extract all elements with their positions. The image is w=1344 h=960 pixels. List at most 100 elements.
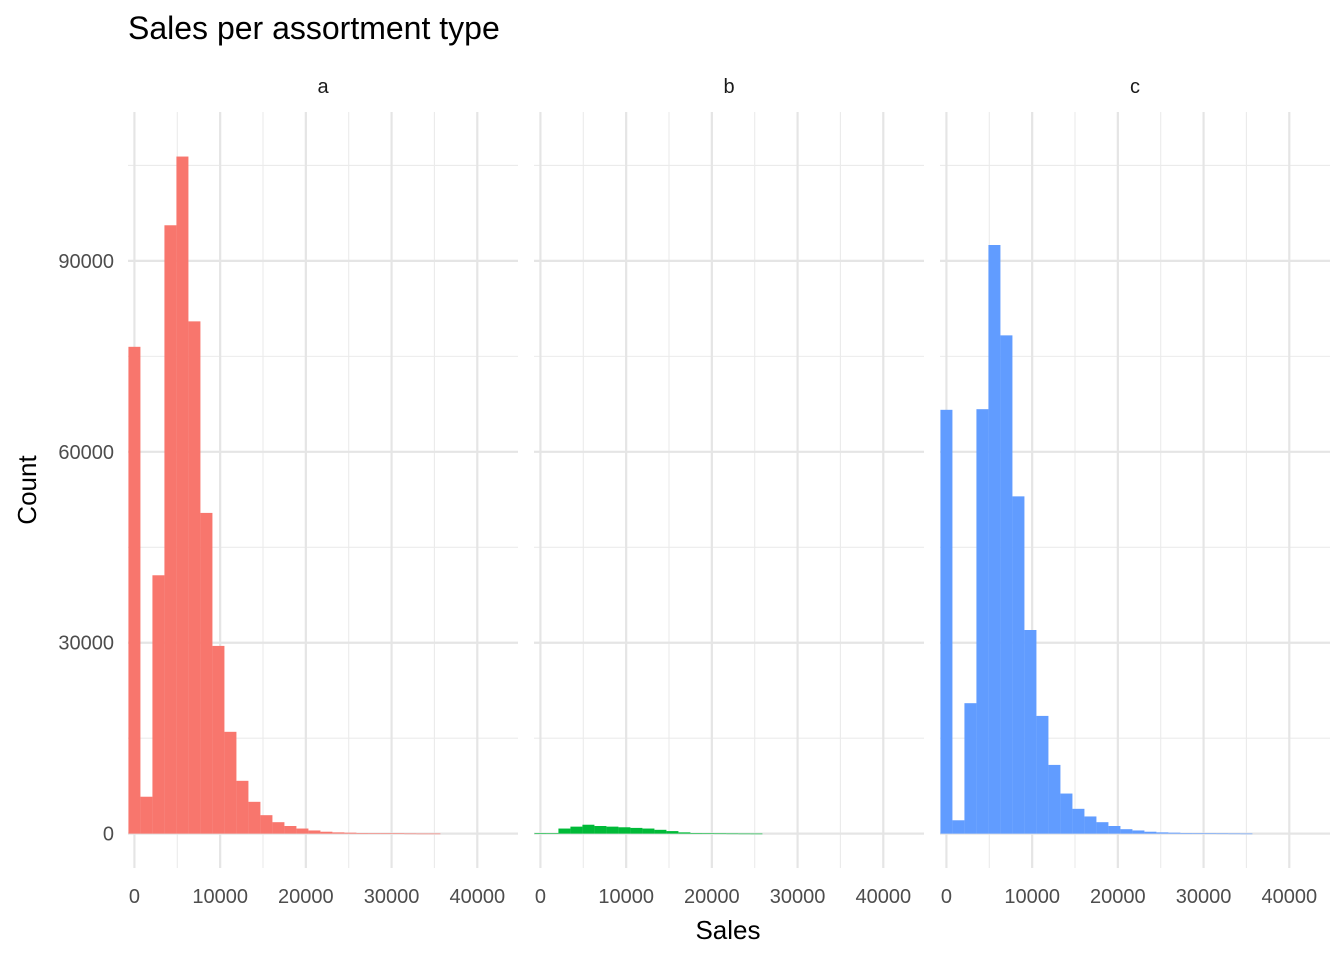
facet-panel-c: c 0 10000 20000 30000 40000 bbox=[940, 76, 1330, 908]
histogram-bar bbox=[1228, 833, 1241, 835]
x-tick-label: 20000 bbox=[278, 886, 334, 908]
histogram-bar bbox=[320, 831, 333, 834]
histogram-bar bbox=[666, 831, 679, 834]
histogram-bar bbox=[1120, 829, 1133, 834]
histogram-bar bbox=[558, 828, 571, 834]
x-tick-label: 20000 bbox=[684, 886, 740, 908]
histogram-bar bbox=[428, 833, 441, 835]
y-axis-title: Count bbox=[12, 455, 42, 525]
histogram-bar bbox=[702, 833, 715, 834]
histogram-bar bbox=[224, 731, 237, 834]
histogram-bar bbox=[964, 703, 977, 834]
x-tick-label: 40000 bbox=[1261, 886, 1317, 908]
histogram-bar bbox=[750, 833, 763, 835]
histogram-bar bbox=[1240, 833, 1253, 835]
x-tick-label: 10000 bbox=[598, 886, 654, 908]
x-tick-label: 30000 bbox=[770, 886, 826, 908]
histogram-bar bbox=[940, 409, 953, 834]
x-tick-label: 20000 bbox=[1090, 886, 1146, 908]
histogram-bar bbox=[678, 832, 691, 834]
histogram-bar bbox=[344, 832, 357, 834]
histogram-bar bbox=[272, 822, 285, 834]
histogram-bar bbox=[1108, 826, 1121, 834]
histogram-bar bbox=[332, 832, 345, 834]
y-tick-label: 90000 bbox=[58, 251, 114, 273]
facet-strip-label: a bbox=[317, 76, 329, 98]
facet-panels: a 0 10000 20000 30000 40000 b 0 10000 20000 30000 4… bbox=[58, 76, 1330, 908]
histogram-bar bbox=[606, 826, 619, 834]
histogram-bar bbox=[152, 575, 165, 834]
histogram-bar bbox=[140, 796, 153, 834]
histogram-bar bbox=[976, 409, 989, 834]
histogram-bar bbox=[714, 833, 727, 835]
histogram-bar bbox=[1192, 833, 1205, 834]
histogram-bar bbox=[988, 245, 1001, 834]
x-tick-label: 10000 bbox=[1004, 886, 1060, 908]
histogram-bar bbox=[1132, 830, 1145, 834]
y-tick-label: 30000 bbox=[58, 633, 114, 655]
histogram-bar bbox=[248, 801, 261, 834]
histogram-bar bbox=[654, 829, 667, 834]
histogram-bar bbox=[726, 833, 739, 835]
histogram-bar bbox=[1012, 496, 1025, 834]
histogram-bar bbox=[952, 820, 965, 834]
histogram-bar bbox=[1180, 833, 1193, 834]
histogram-bar bbox=[1204, 833, 1217, 834]
facet-strip-label: c bbox=[1130, 76, 1140, 98]
histogram-bar bbox=[1060, 793, 1073, 834]
histogram-bar bbox=[630, 827, 643, 834]
histogram-bar bbox=[380, 833, 393, 834]
histogram-bar bbox=[212, 645, 225, 834]
histogram-bar bbox=[200, 512, 213, 834]
histogram-bar bbox=[188, 321, 201, 834]
histogram-bar bbox=[392, 833, 405, 834]
histogram-bar bbox=[368, 833, 381, 834]
histogram-bar bbox=[1144, 831, 1157, 834]
x-tick-label: 40000 bbox=[855, 886, 911, 908]
histogram-bar bbox=[1084, 816, 1097, 834]
histogram-bar bbox=[260, 815, 273, 834]
histogram-bar bbox=[690, 833, 703, 834]
histogram-bar bbox=[1024, 630, 1037, 834]
histogram-bar bbox=[1036, 715, 1049, 834]
x-tick-label: 0 bbox=[941, 886, 952, 908]
histogram-bar bbox=[164, 225, 177, 834]
histogram-bar bbox=[296, 828, 309, 834]
histogram-bar bbox=[1156, 832, 1169, 834]
y-tick-label: 0 bbox=[103, 824, 114, 846]
x-tick-label: 0 bbox=[129, 886, 140, 908]
x-axis-title: Sales bbox=[695, 915, 760, 945]
histogram-bar bbox=[546, 833, 559, 834]
x-tick-label: 0 bbox=[535, 886, 546, 908]
histogram-bar bbox=[582, 824, 595, 834]
histogram-bar bbox=[284, 826, 297, 834]
x-tick-label: 10000 bbox=[192, 886, 248, 908]
histogram-bar bbox=[1216, 833, 1229, 835]
x-tick-label: 30000 bbox=[1176, 886, 1232, 908]
histogram-bar bbox=[416, 833, 429, 835]
histogram-bar bbox=[356, 833, 369, 834]
histogram-bar bbox=[308, 830, 321, 834]
histogram-bar bbox=[176, 156, 189, 834]
histogram-bar bbox=[1072, 808, 1085, 834]
facet-strip-label: b bbox=[723, 76, 734, 98]
histogram-bar bbox=[570, 826, 583, 834]
y-tick-label: 60000 bbox=[58, 442, 114, 464]
histogram-bar bbox=[236, 780, 249, 834]
histogram-bar bbox=[594, 826, 607, 834]
histogram-bar bbox=[618, 827, 631, 834]
histogram-bar bbox=[738, 833, 751, 835]
histogram-bar bbox=[534, 833, 547, 834]
chart-title: Sales per assortment type bbox=[128, 10, 500, 46]
x-tick-label: 30000 bbox=[364, 886, 420, 908]
histogram-bar bbox=[1096, 822, 1109, 834]
histogram-bar bbox=[1048, 764, 1061, 834]
x-tick-label: 40000 bbox=[449, 886, 505, 908]
facet-panel-a: a 0 10000 20000 30000 40000 bbox=[128, 76, 518, 908]
histogram-bar bbox=[642, 828, 655, 834]
facet-panel-b: b 0 10000 20000 30000 40000 bbox=[534, 76, 924, 908]
histogram-bar bbox=[128, 346, 141, 834]
histogram-bar bbox=[404, 833, 417, 835]
histogram-bar bbox=[1000, 335, 1013, 834]
